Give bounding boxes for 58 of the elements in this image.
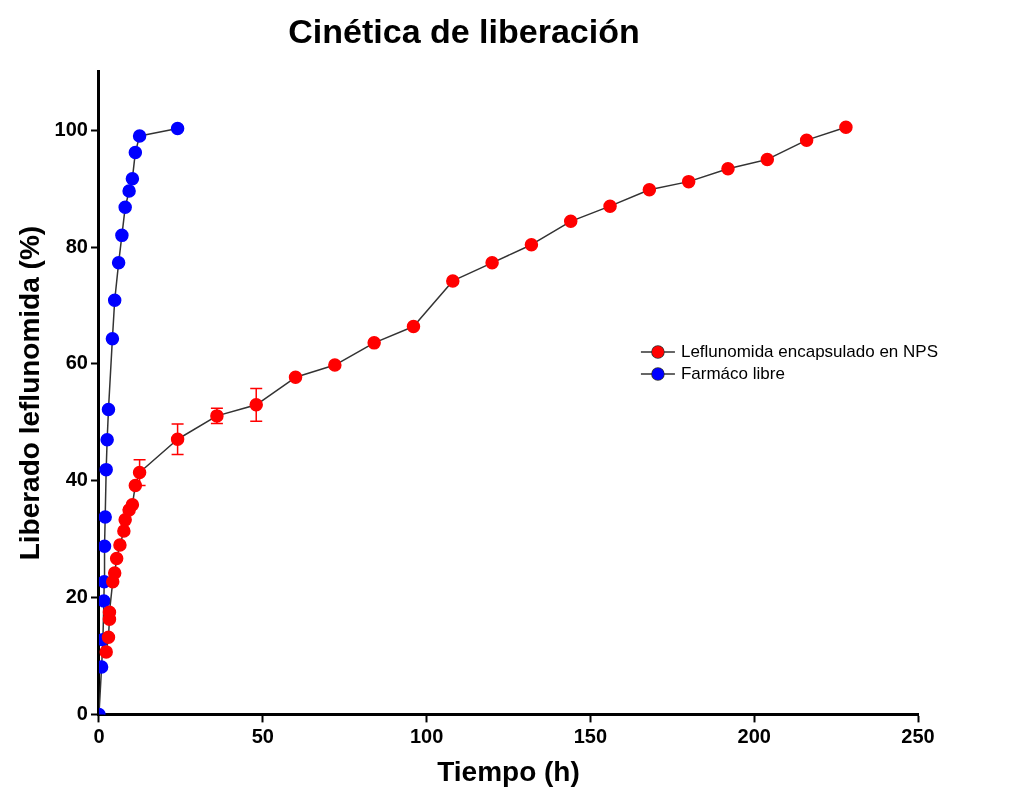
point (118, 200, 132, 215)
point (170, 432, 185, 446)
point (107, 293, 122, 307)
point (98, 510, 112, 524)
point (125, 171, 140, 186)
point (111, 256, 126, 270)
point (128, 145, 143, 160)
point (105, 332, 120, 346)
point (99, 645, 113, 659)
x-tick-label: 0 (93, 724, 105, 747)
legend-label: Leflunomida encapsulado en NPS (680, 341, 939, 361)
point (132, 129, 147, 143)
point (125, 497, 140, 512)
point (107, 566, 122, 580)
y-axis-title: Liberado leflunomida (%) (13, 225, 45, 561)
point (128, 478, 143, 493)
point (524, 237, 539, 252)
x-axis-title: Tiempo (h) (437, 755, 580, 787)
y-tick-label: 80 (65, 234, 88, 257)
point (760, 152, 775, 167)
point (122, 184, 136, 198)
point (113, 538, 127, 552)
point (406, 319, 421, 334)
x-tick-label: 250 (901, 724, 935, 747)
chart-title: Cinética de liberación (288, 11, 640, 50)
point (839, 120, 853, 135)
point (603, 199, 617, 213)
point (99, 462, 113, 477)
point (288, 370, 303, 385)
y-tick-label: 40 (65, 468, 88, 491)
x-tick-label: 200 (737, 724, 771, 747)
point (109, 551, 124, 566)
x-tick-label: 150 (573, 724, 608, 747)
point (117, 524, 131, 538)
y-tick-label: 20 (65, 585, 88, 608)
x-tick-label: 100 (409, 724, 444, 747)
point (367, 336, 381, 350)
point (485, 256, 499, 270)
point (446, 274, 460, 288)
point (101, 630, 116, 645)
point (101, 402, 116, 417)
point (98, 594, 111, 608)
point (132, 465, 147, 480)
y-tick-label: 60 (65, 351, 88, 374)
point (170, 121, 185, 136)
point (115, 228, 129, 243)
y-tick-label: 100 (54, 117, 88, 140)
point (563, 214, 578, 229)
point (681, 174, 696, 189)
x-tick-label: 50 (251, 724, 274, 747)
legend-label: Farmáco libre (680, 363, 785, 383)
point (98, 539, 112, 553)
point (328, 358, 342, 372)
point (799, 133, 814, 147)
y-tick-label: 0 (76, 701, 88, 724)
point (642, 183, 657, 197)
point (721, 162, 735, 176)
point (100, 433, 114, 447)
